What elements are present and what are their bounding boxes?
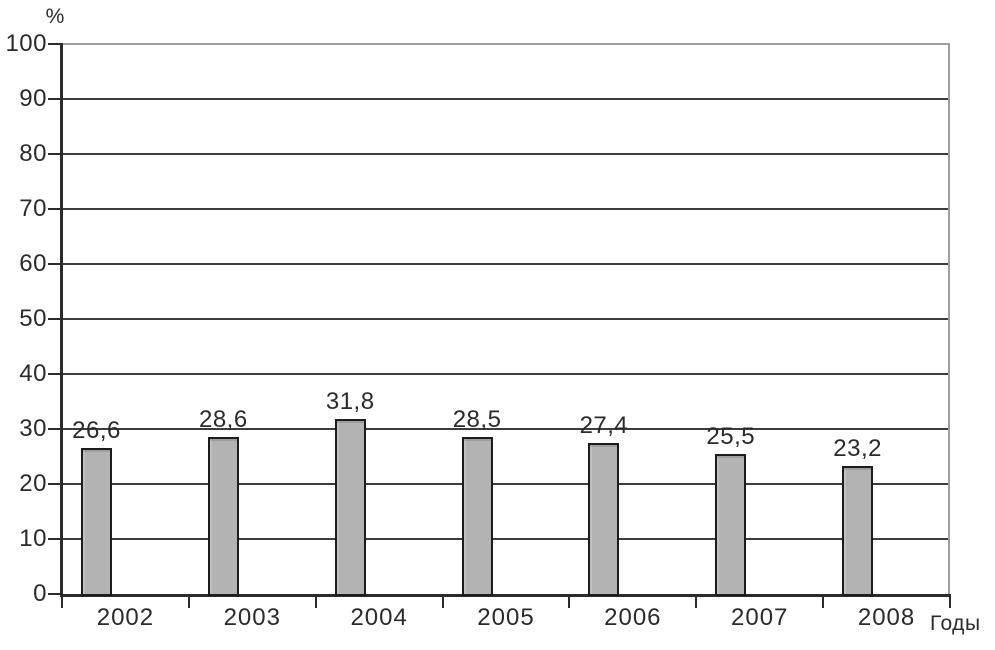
x-axis-tick-2 [314,597,317,608]
y-axis-tick-20 [48,483,62,485]
bar-2005 [461,437,493,596]
y-axis-tick-30 [48,428,62,430]
bar-2004 [334,419,366,596]
y-axis-tick-90 [48,98,62,100]
x-category-label-2005: 2005 [477,604,535,631]
x-axis-tick-0 [61,597,63,608]
x-axis-tick-6 [822,597,825,608]
x-axis-tick-7 [949,597,951,608]
gridline-70 [63,208,949,210]
bar-value-label-2007: 25,5 [706,422,756,450]
y-tick-label-80: 80 [19,140,47,167]
x-axis-line [60,594,951,597]
gridline-10 [63,538,949,540]
y-axis-tick-0 [48,593,62,595]
bar-value-label-2006: 27,4 [579,412,629,440]
x-axis-tick-4 [568,597,571,608]
plot-top-border [62,43,950,45]
y-axis-tick-10 [48,538,62,540]
y-axis-unit-label: % [45,5,65,28]
x-category-label-2003: 2003 [223,604,281,631]
x-category-label-2004: 2004 [350,604,408,631]
bar-2006 [588,443,620,596]
y-axis-tick-80 [48,153,62,155]
y-tick-label-100: 100 [5,30,47,57]
y-axis-tick-50 [48,318,62,320]
bar-value-label-2004: 31,8 [325,388,375,416]
y-axis-tick-60 [48,263,62,265]
bar-value-label-2008: 23,2 [833,435,882,463]
y-axis-tick-40 [48,373,62,375]
y-tick-label-50: 50 [19,305,47,332]
gridline-80 [63,153,949,155]
y-axis-tick-70 [48,208,62,210]
x-category-label-2002: 2002 [96,604,155,631]
x-category-label-2008: 2008 [857,604,916,631]
x-axis-tick-1 [187,597,190,608]
y-axis-tick-100 [48,43,62,45]
bar-value-label-2005: 28,5 [452,406,502,434]
y-axis-line [60,43,63,597]
bar-value-label-2002: 26,6 [72,416,121,444]
x-axis-tick-3 [441,597,444,608]
x-axis-tick-5 [695,597,698,608]
x-category-label-2007: 2007 [731,604,789,631]
x-category-label-2006: 2006 [604,604,662,631]
plot-right-border [948,44,950,594]
gridline-40 [63,373,949,375]
y-tick-label-20: 20 [19,470,47,497]
gridline-50 [63,318,949,320]
x-axis-title: Годы [930,612,981,635]
bar-value-label-2003: 28,6 [198,405,248,433]
gridline-20 [63,483,949,485]
bar-2003 [207,436,239,596]
gridline-30 [63,428,949,430]
gridline-60 [63,263,949,265]
bar-2008 [842,466,874,596]
y-tick-label-0: 0 [33,580,47,607]
y-tick-label-60: 60 [19,250,47,277]
y-tick-label-30: 30 [19,415,47,442]
y-tick-label-40: 40 [19,360,47,387]
y-tick-label-70: 70 [19,195,47,222]
y-tick-label-10: 10 [19,525,47,552]
bar-2007 [715,453,747,596]
bar-2002 [81,447,112,596]
y-tick-label-90: 90 [19,85,47,112]
gridline-90 [63,98,949,100]
